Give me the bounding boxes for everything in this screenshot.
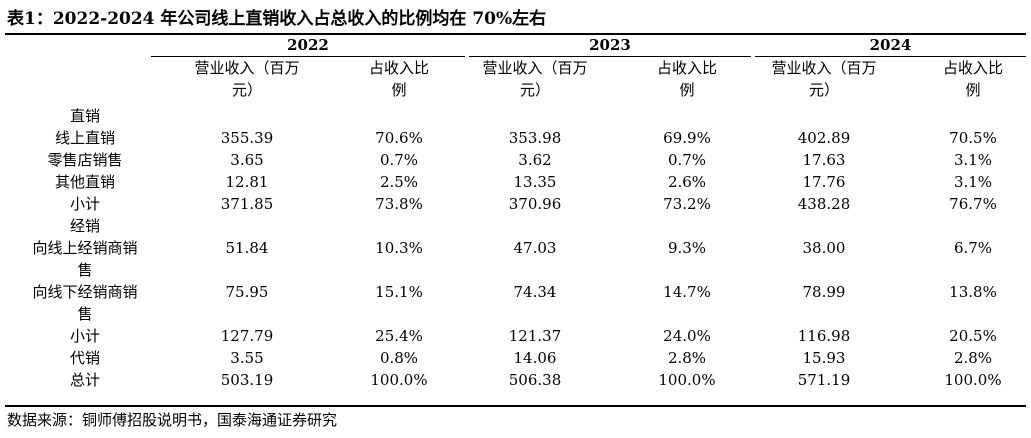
row-label: 售 (77, 305, 93, 323)
table-cell: 17.76 (802, 173, 846, 191)
year-header: 2022 (287, 36, 329, 54)
table-cell: 100.0% (370, 371, 428, 389)
bottom-rule (5, 405, 1026, 407)
table-cell: 76.7% (949, 195, 997, 213)
table-cell: 74.34 (513, 283, 557, 301)
revenue-column-header: 营业收入（百万 (482, 59, 588, 77)
table-cell: 24.0% (663, 327, 711, 345)
table-cell: 2.6% (667, 173, 707, 191)
table-cell: 25.4% (375, 327, 423, 345)
table-cell: 13.8% (949, 283, 997, 301)
year-header: 2024 (869, 36, 912, 54)
table-cell: 100.0% (658, 371, 716, 389)
table-cell: 75.95 (225, 283, 269, 301)
table-cell: 38.00 (802, 239, 846, 257)
table-cell: 14.7% (663, 283, 711, 301)
row-label: 售 (77, 261, 93, 279)
top-rule (5, 33, 1026, 35)
row-label: 小计 (69, 195, 100, 213)
table-cell: 2.8% (667, 349, 707, 367)
table-cell: 15.93 (802, 349, 846, 367)
table-cell: 2.5% (379, 173, 419, 191)
table-cell: 70.5% (949, 129, 997, 147)
table-cell: 438.28 (797, 195, 851, 213)
table-cell: 69.9% (663, 129, 711, 147)
table-cell: 14.06 (513, 349, 557, 367)
table-cell: 3.1% (953, 173, 993, 191)
year-underline (755, 56, 1026, 57)
table-cell: 2.8% (953, 349, 993, 367)
table-cell: 15.1% (375, 283, 423, 301)
table-cell: 78.99 (802, 283, 846, 301)
revenue-column-header: 元） (808, 81, 839, 99)
source-note: 数据来源：铜师傅招股说明书，国泰海通证券研究 (7, 411, 338, 429)
revenue-column-header: 元） (231, 81, 262, 99)
revenue-column-header: 营业收入（百万 (771, 59, 877, 77)
table-cell: 353.98 (508, 129, 562, 147)
table-cell: 0.8% (379, 349, 419, 367)
row-label: 小计 (69, 327, 100, 345)
table-cell: 370.96 (508, 195, 562, 213)
share-column-header: 占收入比 (942, 59, 1003, 77)
row-label: 代销 (69, 349, 100, 367)
table-cell: 506.38 (508, 371, 562, 389)
table-cell: 100.0% (944, 371, 1002, 389)
share-column-header: 例 (965, 81, 981, 99)
table-cell: 121.37 (508, 327, 562, 345)
table-cell: 355.39 (220, 129, 274, 147)
table-cell: 70.6% (375, 129, 423, 147)
table-cell: 3.55 (230, 349, 264, 367)
table-cell: 20.5% (949, 327, 997, 345)
row-label: 向线上经销商销 (32, 239, 138, 257)
table-cell: 402.89 (797, 129, 851, 147)
row-label: 经销 (69, 217, 100, 235)
table-cell: 12.81 (225, 173, 269, 191)
share-column-header: 例 (679, 81, 695, 99)
table-cell: 0.7% (667, 151, 707, 169)
table-cell: 3.65 (230, 151, 264, 169)
table-cell: 10.3% (375, 239, 423, 257)
row-label: 其他直销 (54, 173, 115, 191)
share-column-header: 例 (391, 81, 407, 99)
share-column-header: 占收入比 (368, 59, 429, 77)
table-title: 表1：2022-2024 年公司线上直销收入占总收入的比例均在 70%左右 (7, 9, 547, 29)
table-cell: 503.19 (220, 371, 274, 389)
table-cell: 6.7% (953, 239, 993, 257)
table-cell: 17.63 (802, 151, 846, 169)
table-cell: 3.62 (518, 151, 552, 169)
year-underline (151, 56, 465, 57)
row-label: 零售店销售 (47, 151, 123, 169)
table-cell: 73.8% (375, 195, 423, 213)
row-label: 直销 (69, 107, 100, 125)
table-cell: 371.85 (220, 195, 274, 213)
table-cell: 571.19 (797, 371, 851, 389)
table-cell: 0.7% (379, 151, 419, 169)
table-cell: 47.03 (513, 239, 557, 257)
table-cell: 116.98 (797, 327, 851, 345)
table-cell: 13.35 (513, 173, 557, 191)
table-cell: 127.79 (220, 327, 274, 345)
row-label: 总计 (69, 371, 100, 389)
table-cell: 9.3% (667, 239, 707, 257)
row-label: 向线下经销商销 (32, 283, 138, 301)
year-underline (469, 56, 751, 57)
year-header: 2023 (589, 36, 631, 54)
revenue-column-header: 元） (519, 81, 550, 99)
table-cell: 3.1% (953, 151, 993, 169)
table-cell: 73.2% (663, 195, 711, 213)
row-label: 线上直销 (54, 129, 115, 147)
table-cell: 51.84 (225, 239, 269, 257)
revenue-column-header: 营业收入（百万 (194, 59, 300, 77)
share-column-header: 占收入比 (656, 59, 717, 77)
